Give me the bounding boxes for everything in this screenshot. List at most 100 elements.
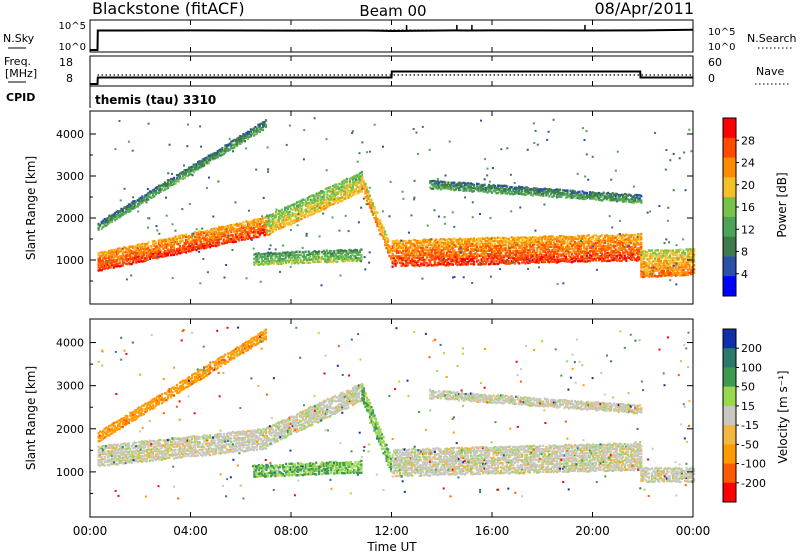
range-cell (632, 201, 635, 204)
range-cell (641, 273, 644, 276)
range-cell (213, 155, 216, 158)
range-cell (332, 197, 335, 201)
range-cell (139, 252, 142, 255)
range-cell (333, 183, 336, 187)
range-cell (114, 443, 117, 446)
range-cell (231, 238, 234, 241)
range-cell (99, 455, 102, 458)
range-cell (183, 172, 186, 175)
range-cell (358, 253, 361, 256)
range-cell (410, 214, 413, 217)
range-cell (690, 256, 693, 259)
range-cell (435, 186, 438, 190)
range-cell (670, 272, 673, 275)
range-cell (620, 248, 623, 252)
range-cell (121, 459, 124, 462)
range-cell (610, 237, 613, 241)
range-cell (465, 187, 468, 191)
range-cell (643, 265, 646, 268)
range-cell (480, 252, 483, 255)
range-cell (596, 235, 599, 238)
range-cell (415, 256, 418, 260)
range-cell (257, 263, 260, 267)
range-cell (494, 262, 497, 266)
range-cell (188, 171, 191, 174)
range-cell (578, 193, 581, 196)
range-cell (424, 240, 427, 244)
range-cell (626, 243, 629, 246)
range-cell (348, 180, 351, 183)
range-cell (298, 261, 301, 264)
range-cell (528, 239, 531, 242)
range-cell (456, 186, 459, 189)
range-cell (674, 268, 678, 271)
range-cell (579, 196, 583, 200)
range-cell (227, 230, 230, 233)
range-cell (546, 235, 549, 239)
range-cell (212, 152, 215, 156)
range-cell (97, 445, 100, 448)
range-cell (578, 237, 581, 240)
range-cell (218, 238, 221, 241)
range-cell (665, 266, 669, 269)
range-cell (108, 463, 111, 467)
range-cell (620, 247, 623, 250)
range-cell (127, 262, 130, 265)
range-cell (685, 255, 688, 258)
range-cell (175, 174, 179, 177)
range-cell (503, 191, 506, 194)
range-cell (344, 192, 347, 196)
range-cell (417, 249, 420, 253)
range-cell (629, 234, 632, 237)
freq-label-line1: Freq. (4, 55, 31, 68)
range-cell (537, 254, 540, 257)
range-cell (558, 258, 561, 261)
range-cell (512, 193, 515, 196)
range-cell (631, 198, 634, 201)
range-cell (376, 211, 379, 215)
range-cell (178, 252, 182, 255)
range-cell (583, 254, 586, 257)
range-cell (590, 242, 593, 246)
range-cell (492, 262, 495, 266)
range-cell (566, 260, 569, 263)
range-cell (564, 257, 568, 260)
range-cell (536, 251, 539, 254)
range-cell (144, 257, 147, 260)
range-cell (435, 255, 438, 259)
range-cell (318, 204, 321, 207)
noise-series-group (90, 24, 694, 51)
range-cell (333, 255, 336, 258)
range-cell (393, 256, 396, 260)
range-cell (555, 245, 558, 249)
range-cell (373, 207, 376, 211)
range-cell (500, 187, 503, 190)
range-cell (445, 263, 448, 267)
range-cell (260, 227, 263, 231)
range-cell (177, 237, 180, 240)
range-cell (376, 224, 379, 228)
range-cell (566, 189, 569, 192)
range-cell (297, 262, 300, 265)
range-cell (567, 242, 571, 246)
range-cell (264, 119, 268, 122)
range-cell (497, 242, 500, 246)
range-cell (254, 235, 257, 239)
range-cell (277, 262, 280, 266)
range-cell (207, 159, 210, 162)
range-cell (426, 240, 429, 244)
range-cell (114, 248, 117, 252)
range-cell (333, 258, 336, 261)
range-cell (522, 187, 525, 190)
range-cell (245, 277, 248, 280)
range-cell (432, 242, 435, 245)
range-cell (543, 237, 546, 241)
range-cell (560, 241, 563, 244)
range-cell (531, 239, 534, 242)
range-cell (146, 188, 149, 190)
range-cell (339, 274, 342, 277)
range-cell (471, 244, 474, 248)
range-cell (573, 190, 577, 193)
range-cell (325, 258, 328, 261)
range-cell (629, 194, 632, 197)
